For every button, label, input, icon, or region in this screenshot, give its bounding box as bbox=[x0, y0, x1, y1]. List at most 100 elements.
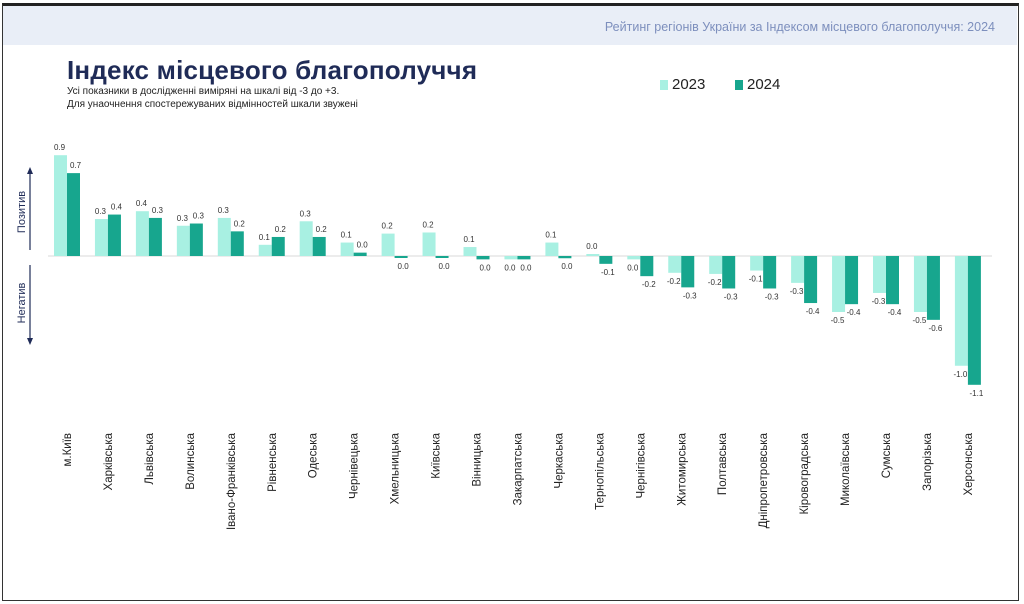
category-label: м.Київ bbox=[62, 433, 74, 467]
data-label-2024: 0.7 bbox=[70, 161, 82, 170]
bar-2024 bbox=[640, 256, 654, 277]
category-label: Дніпропетровська bbox=[758, 432, 770, 528]
data-label-2024: 0.2 bbox=[275, 225, 287, 234]
bar-2023 bbox=[954, 256, 968, 366]
category-label: Полтавська bbox=[717, 432, 729, 495]
data-label-2023: 0.0 bbox=[504, 263, 516, 272]
category-label: Чернівецька bbox=[349, 432, 361, 499]
data-label-2023: 0.1 bbox=[259, 233, 271, 242]
chart-title: Індекс місцевого благополуччя bbox=[67, 55, 478, 85]
arrow-up-head-icon bbox=[27, 167, 33, 174]
data-label-2023: 0.3 bbox=[218, 206, 230, 215]
data-label-2023: -0.5 bbox=[831, 316, 845, 325]
category-label: Чернігівська bbox=[635, 432, 647, 498]
data-label-2024: 0.0 bbox=[479, 263, 491, 272]
bar-2023 bbox=[135, 211, 149, 256]
category-label: Одеська bbox=[308, 432, 320, 478]
subtitle-line-2: Для унаочнення спостережуваних відміннос… bbox=[67, 99, 358, 110]
data-label-2023: 0.3 bbox=[300, 209, 312, 218]
data-label-2024: 0.0 bbox=[357, 241, 369, 250]
data-label-2024: 0.2 bbox=[316, 225, 328, 234]
bar-2024 bbox=[599, 256, 613, 264]
legend-item-2023: 2023 bbox=[660, 76, 705, 93]
data-label-2023: -0.2 bbox=[708, 278, 722, 287]
positive-indicator: Позитив bbox=[16, 167, 33, 250]
negative-indicator: Негатив bbox=[16, 265, 33, 345]
bar-2024 bbox=[107, 214, 121, 256]
bar-2024 bbox=[763, 256, 777, 289]
bar-2023 bbox=[832, 256, 846, 312]
bar-2024 bbox=[230, 231, 244, 256]
bar-2023 bbox=[709, 256, 723, 274]
legend-swatch-2024 bbox=[735, 79, 743, 90]
category-label: Сумська bbox=[881, 432, 893, 478]
arrow-down-head-icon bbox=[27, 338, 33, 345]
bar-2023 bbox=[586, 254, 600, 256]
data-label-2023: 0.3 bbox=[177, 214, 189, 223]
bar-2024 bbox=[804, 256, 818, 304]
bar-2023 bbox=[176, 225, 190, 256]
data-label-2024: -0.1 bbox=[601, 268, 615, 277]
bar-2023 bbox=[94, 219, 108, 256]
banner-text: Рейтинг регіонів України за Індексом міс… bbox=[604, 20, 995, 34]
bar-2023 bbox=[54, 155, 67, 256]
category-label: Херсонська bbox=[963, 432, 975, 495]
data-label-2023: 0.1 bbox=[545, 231, 557, 240]
bar-2023 bbox=[422, 232, 436, 256]
bar-2024 bbox=[312, 236, 326, 256]
data-label-2023: 0.3 bbox=[95, 207, 107, 216]
data-label-2024: -0.4 bbox=[847, 308, 861, 317]
bar-2023 bbox=[873, 256, 886, 293]
bar-2024 bbox=[517, 256, 531, 260]
bar-2024 bbox=[435, 256, 449, 258]
bar-2024 bbox=[271, 236, 285, 256]
bar-2024 bbox=[886, 256, 899, 305]
bar-2023 bbox=[791, 256, 805, 283]
data-label-2024: 0.0 bbox=[398, 262, 410, 271]
bar-2024 bbox=[148, 217, 162, 256]
bar-2023 bbox=[299, 221, 313, 256]
category-label: Житомирська bbox=[676, 432, 688, 505]
bar-2023 bbox=[217, 217, 231, 256]
bar-2023 bbox=[750, 256, 764, 271]
category-label: Волинська bbox=[185, 432, 197, 489]
bar-2024 bbox=[845, 256, 859, 305]
bar-2023 bbox=[504, 256, 518, 260]
bar-2023 bbox=[463, 247, 477, 256]
category-label: Миколаївська bbox=[840, 432, 852, 506]
data-label-2024: 0.2 bbox=[234, 219, 246, 228]
data-label-2023: -0.3 bbox=[790, 287, 804, 296]
data-label-2023: 0.1 bbox=[463, 235, 475, 244]
data-label-2023: 0.2 bbox=[382, 222, 394, 231]
category-label: Кіровоградська bbox=[799, 432, 811, 514]
data-label-2023: -1.0 bbox=[954, 370, 968, 379]
legend-label-2024: 2024 bbox=[747, 76, 781, 93]
data-label-2024: -0.3 bbox=[724, 292, 738, 301]
data-label-2023: -0.3 bbox=[872, 297, 886, 306]
bar-2024 bbox=[476, 256, 490, 260]
bar-2023 bbox=[381, 233, 395, 256]
data-label-2023: -0.2 bbox=[667, 277, 681, 286]
data-label-2024: 0.0 bbox=[520, 263, 532, 272]
data-label-2024: -1.1 bbox=[970, 389, 984, 398]
category-label: Черкаська bbox=[553, 432, 565, 488]
subtitle-line-1: Усі показники в дослідженні виміряні на … bbox=[67, 86, 340, 97]
data-label-2023: 0.2 bbox=[422, 220, 434, 229]
category-label: Львівська bbox=[144, 432, 156, 484]
data-label-2023: -0.5 bbox=[913, 316, 927, 325]
data-label-2024: 0.3 bbox=[152, 206, 164, 215]
data-label-2023: 0.9 bbox=[54, 143, 66, 152]
header-banner: Рейтинг регіонів України за Індексом міс… bbox=[3, 6, 1017, 45]
data-label-2023: -0.1 bbox=[749, 275, 763, 284]
data-label-2024: -0.4 bbox=[888, 308, 902, 317]
bar-2024 bbox=[681, 256, 695, 288]
bar-2023 bbox=[668, 256, 682, 273]
legend-swatch-2023 bbox=[660, 79, 668, 90]
data-label-2024: -0.4 bbox=[806, 307, 820, 316]
data-label-2023: 0.1 bbox=[341, 231, 353, 240]
category-label: Рівненська bbox=[267, 432, 279, 491]
bar-2024 bbox=[189, 223, 203, 256]
bar-2023 bbox=[545, 242, 559, 256]
category-label: Харківська bbox=[103, 432, 115, 490]
